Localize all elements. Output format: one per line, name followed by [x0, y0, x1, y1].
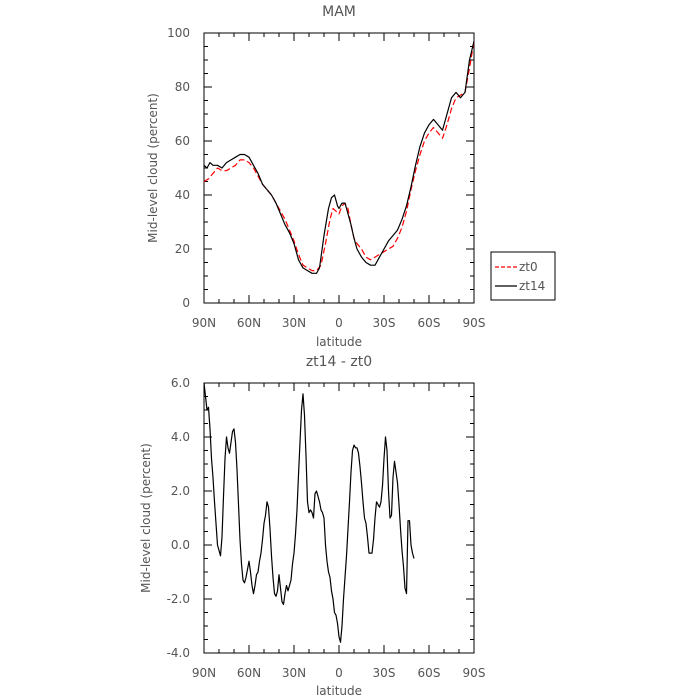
y-tick-label: 0.0	[171, 538, 190, 552]
chart-panel-1: 90N 60N 30N 0 30S 60S 90S 0 20 40 60 80 100 MAM latitu…	[146, 4, 556, 349]
series-line-zt14-zt0	[203, 382, 415, 643]
y-tick-label: 0	[182, 296, 190, 310]
x-tick-label: 30N	[282, 316, 306, 330]
x-tick-label: 60S	[418, 666, 441, 680]
x-tick-label: 90S	[463, 316, 486, 330]
y-tick-label: 100	[167, 26, 190, 40]
y-tick-label: 40	[175, 188, 190, 202]
legend-label-zt14: zt14	[519, 279, 545, 293]
x-tick-label: 60N	[237, 316, 261, 330]
y-tick-label: 4.0	[171, 430, 190, 444]
x-tick-label: 60S	[418, 316, 441, 330]
x-tick-label: 0	[335, 316, 343, 330]
x-axis-label: latitude	[316, 684, 362, 698]
series-line-zt14	[203, 40, 475, 274]
series-line-zt0	[203, 41, 475, 272]
chart-panel-2: 90N 60N 30N 0 30S 60S 90S -4.0 -2.0 0.0 2.0 4.0 6.0 z…	[139, 354, 485, 698]
legend: zt0 zt14	[490, 251, 556, 301]
legend-box	[490, 251, 556, 301]
y-tick-label: 6.0	[171, 376, 190, 390]
chart-title: MAM	[322, 4, 356, 20]
y-tick-label: -2.0	[167, 592, 190, 606]
x-tick-label: 0	[335, 666, 343, 680]
plot-frame	[203, 382, 475, 654]
x-tick-label: 30S	[373, 666, 396, 680]
y-tick-label: 60	[175, 134, 190, 148]
y-tick-label: 20	[175, 242, 190, 256]
x-tick-label: 90N	[192, 316, 216, 330]
y-axis-label: Mid-level cloud (percent)	[146, 93, 160, 243]
y-tick-label: -4.0	[167, 646, 190, 660]
y-tick-label: 2.0	[171, 484, 190, 498]
chart-title: zt14 - zt0	[306, 354, 372, 370]
x-tick-label: 30S	[373, 316, 396, 330]
x-tick-label: 90N	[192, 666, 216, 680]
y-axis-label: Mid-level cloud (percent)	[139, 443, 153, 593]
x-tick-label: 60N	[237, 666, 261, 680]
x-axis-label: latitude	[316, 335, 362, 349]
x-tick-label: 30N	[282, 666, 306, 680]
legend-label-zt0: zt0	[519, 260, 538, 274]
plot-frame	[203, 32, 475, 304]
y-tick-label: 80	[175, 80, 190, 94]
x-tick-label: 90S	[463, 666, 486, 680]
